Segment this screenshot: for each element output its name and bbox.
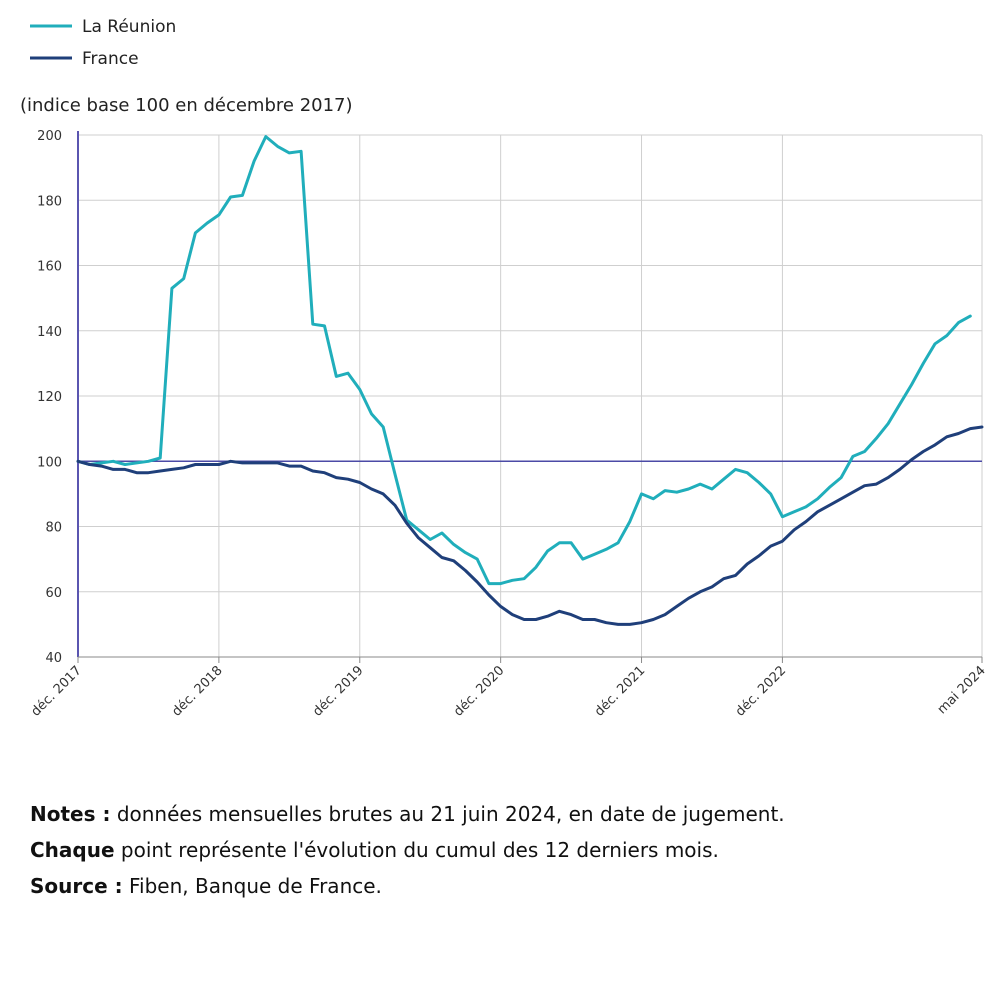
notes-label: Notes : [30,802,111,826]
x-tick-labels: déc. 2017 déc. 2018 déc. 2019 déc. 2020 déc.… [28,663,988,719]
y-tick-label: 40 [45,651,62,666]
note-line-3: Source : Fiben, Banque de France. [30,868,785,904]
y-tick-label: 60 [45,586,62,601]
y-tick-label: 80 [45,521,62,536]
note-line-2: Chaque point représente l'évolution du c… [30,832,785,868]
chart: La Réunion France (indice base 100 en déc… [20,17,989,720]
notes-text: données mensuelles brutes au 21 juin 202… [110,802,785,826]
y-axis-unit-label: (indice base 100 en décembre 2017) [20,95,353,116]
x-tick-label: déc. 2021 [592,663,648,719]
x-tick-label: déc. 2022 [733,663,789,719]
y-tick-label: 180 [37,194,62,209]
legend-label-0: La Réunion [82,17,176,37]
grid [77,134,983,658]
y-tick-labels: 40 60 80 100 120 140 160 180 200 [37,129,62,666]
legend: La Réunion France [30,17,176,69]
y-tick-label: 200 [37,129,62,144]
notes: Notes : données mensuelles brutes au 21 … [30,796,785,904]
x-tick-label: mai 2024 [935,663,989,717]
y-tick-label: 140 [37,325,62,340]
y-tick-label: 100 [37,455,62,470]
y-tick-label: 160 [37,260,62,275]
x-tick-label: déc. 2018 [169,663,225,719]
x-tick-label: déc. 2020 [451,663,507,719]
y-tick-label: 120 [37,390,62,405]
legend-label-1: France [82,49,139,69]
each-label: Chaque [30,838,115,862]
x-tick-label: déc. 2017 [28,663,84,719]
series-line-la-reunion [76,135,972,586]
each-text: point représente l'évolution du cumul de… [114,838,719,862]
source-label: Source : [30,874,123,898]
series-line-france [76,425,984,626]
note-line-1: Notes : données mensuelles brutes au 21 … [30,796,785,832]
axes [77,131,983,663]
series-lines [76,135,984,626]
x-tick-label: déc. 2019 [310,663,366,719]
source-text: Fiben, Banque de France. [122,874,382,898]
